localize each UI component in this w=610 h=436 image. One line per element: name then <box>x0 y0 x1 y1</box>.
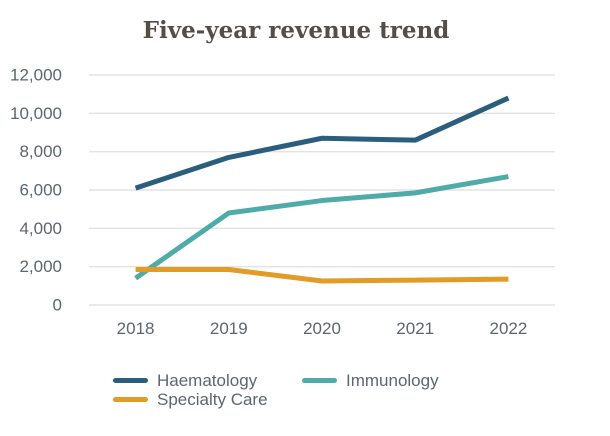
legend-item-specialty-care: Specialty Care <box>113 390 302 409</box>
x-tick-label: 2020 <box>303 319 341 338</box>
y-tick-label: 6,000 <box>19 181 62 200</box>
series-line-specialty-care <box>135 267 509 284</box>
legend-item-immunology: Immunology <box>302 371 491 390</box>
legend-swatch-immunology <box>302 378 337 383</box>
legend-swatch-haematology <box>113 378 148 383</box>
legend-label-haematology: Haematology <box>157 370 258 390</box>
legend-swatch-specialty-care <box>113 397 148 402</box>
series-line-immunology <box>134 174 509 281</box>
y-tick-label: 8,000 <box>19 142 62 161</box>
y-tick-label: 10,000 <box>10 104 62 123</box>
x-tick-label: 2018 <box>117 319 155 338</box>
legend-label-specialty-care: Specialty Care <box>157 389 268 409</box>
y-tick-label: 0 <box>53 296 62 315</box>
series-line-haematology <box>134 95 510 191</box>
plot-area: 0 2,000 4,000 6,000 8,000 10,000 12,000 2018 201… <box>10 66 555 338</box>
legend-item-haematology: Haematology <box>113 371 302 390</box>
y-tick-label: 12,000 <box>10 66 62 85</box>
y-tick-label: 2,000 <box>19 257 62 276</box>
legend-label-immunology: Immunology <box>346 370 439 390</box>
chart-title: Five-year revenue trend <box>142 17 450 44</box>
x-tick-label: 2022 <box>489 319 527 338</box>
x-tick-label: 2019 <box>210 319 248 338</box>
legend: Haematology Immunology Specialty Care <box>113 371 573 409</box>
y-tick-label: 4,000 <box>19 219 62 238</box>
x-tick-label: 2021 <box>396 319 434 338</box>
